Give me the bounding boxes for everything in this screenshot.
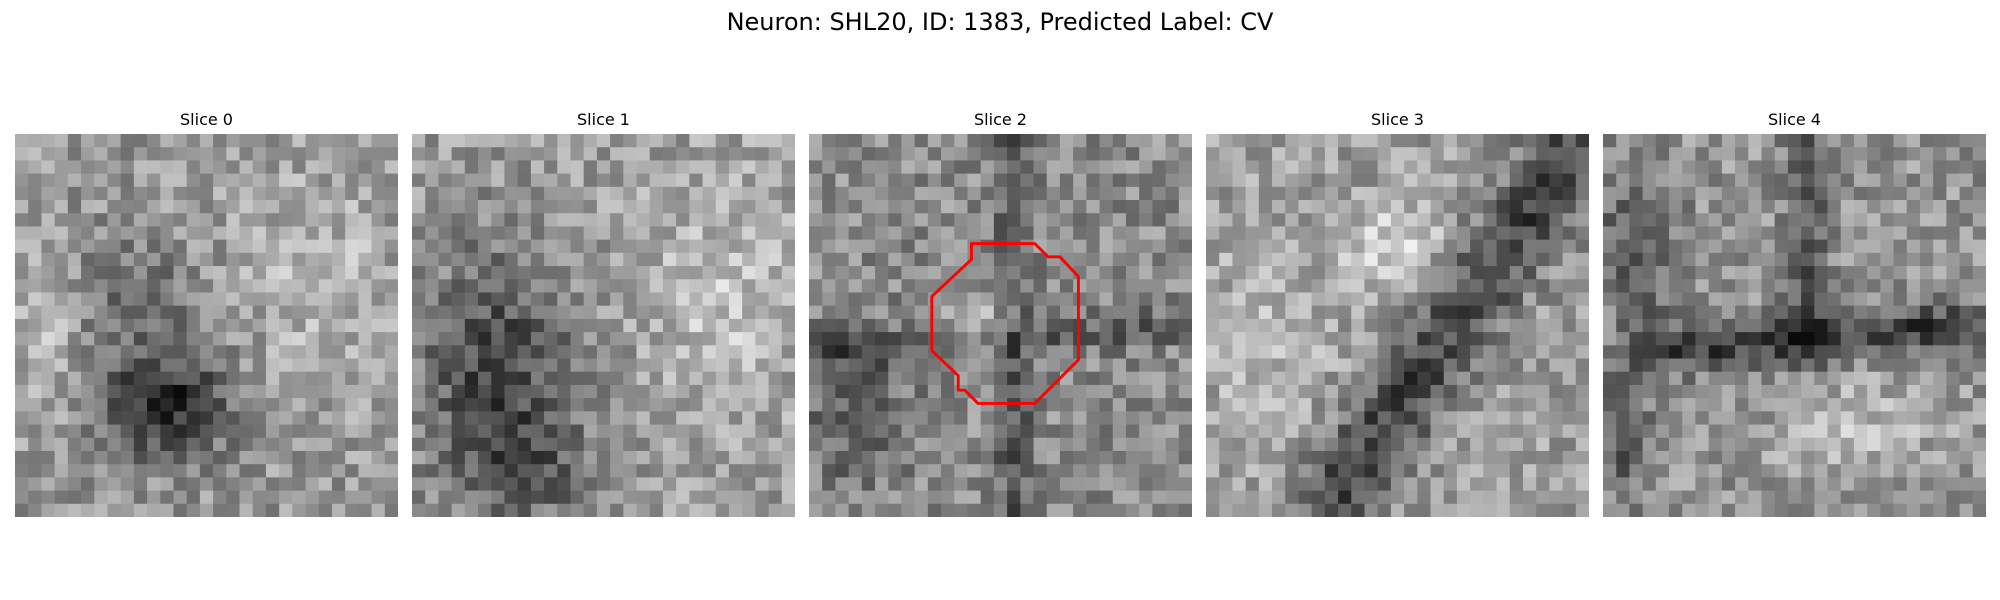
- slice-panel-4: Slice 4: [1603, 108, 1986, 517]
- slice-panel-1: Slice 1: [412, 108, 795, 517]
- slice-image-4: [1603, 134, 1986, 517]
- roi-contour: [930, 242, 1080, 405]
- slice-image-1: [412, 134, 795, 517]
- figure-title: Neuron: SHL20, ID: 1383, Predicted Label…: [726, 8, 1274, 36]
- slice-title-0: Slice 0: [180, 110, 233, 129]
- slice-image-2: [809, 134, 1192, 517]
- slice-title-1: Slice 1: [577, 110, 630, 129]
- slice-panel-0: Slice 0: [15, 108, 398, 517]
- slice-panel-2: Slice 2: [809, 108, 1192, 517]
- slice-title-3: Slice 3: [1371, 110, 1424, 129]
- slice-panel-3: Slice 3: [1206, 108, 1589, 517]
- slice-title-4: Slice 4: [1768, 110, 1821, 129]
- slice-image-0: [15, 134, 398, 517]
- slice-image-3: [1206, 134, 1589, 517]
- slice-title-2: Slice 2: [974, 110, 1027, 129]
